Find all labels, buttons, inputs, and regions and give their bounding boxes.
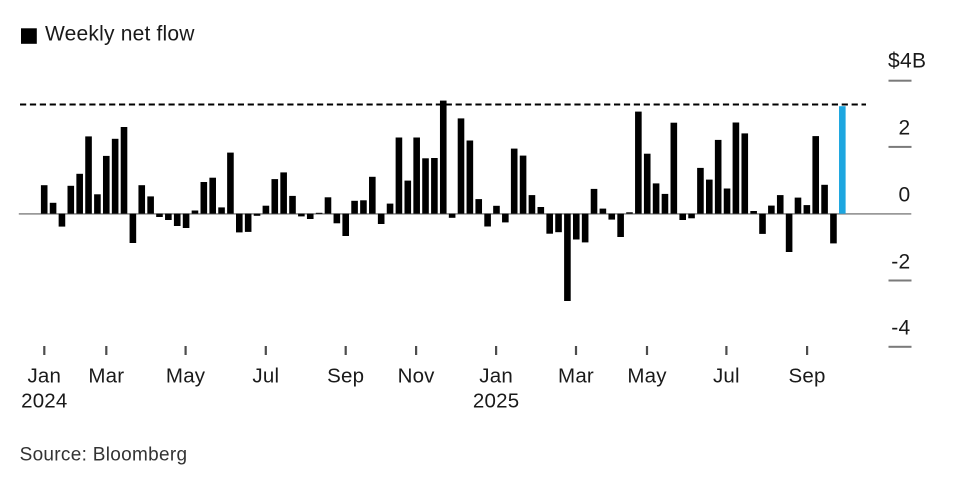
svg-text:$4B: $4B <box>888 50 926 73</box>
svg-text:May: May <box>166 365 206 388</box>
svg-text:Sep: Sep <box>327 365 364 388</box>
svg-text:2: 2 <box>899 117 911 140</box>
svg-text:Jan: Jan <box>479 365 513 388</box>
svg-text:Sep: Sep <box>789 365 826 388</box>
svg-text:Source: Bloomberg: Source: Bloomberg <box>20 445 188 466</box>
svg-text:0: 0 <box>899 183 911 206</box>
svg-text:Mar: Mar <box>88 365 124 388</box>
svg-text:May: May <box>627 365 667 388</box>
svg-text:Nov: Nov <box>398 365 436 388</box>
svg-text:2024: 2024 <box>21 390 67 413</box>
svg-text:-2: -2 <box>891 250 910 273</box>
svg-text:Mar: Mar <box>558 365 594 388</box>
svg-text:Jul: Jul <box>713 365 740 388</box>
svg-text:Jul: Jul <box>252 365 279 388</box>
svg-text:Weekly net flow: Weekly net flow <box>45 23 195 46</box>
svg-text:2025: 2025 <box>473 390 519 413</box>
svg-text:Jan: Jan <box>27 365 61 388</box>
svg-text:-4: -4 <box>891 317 910 340</box>
